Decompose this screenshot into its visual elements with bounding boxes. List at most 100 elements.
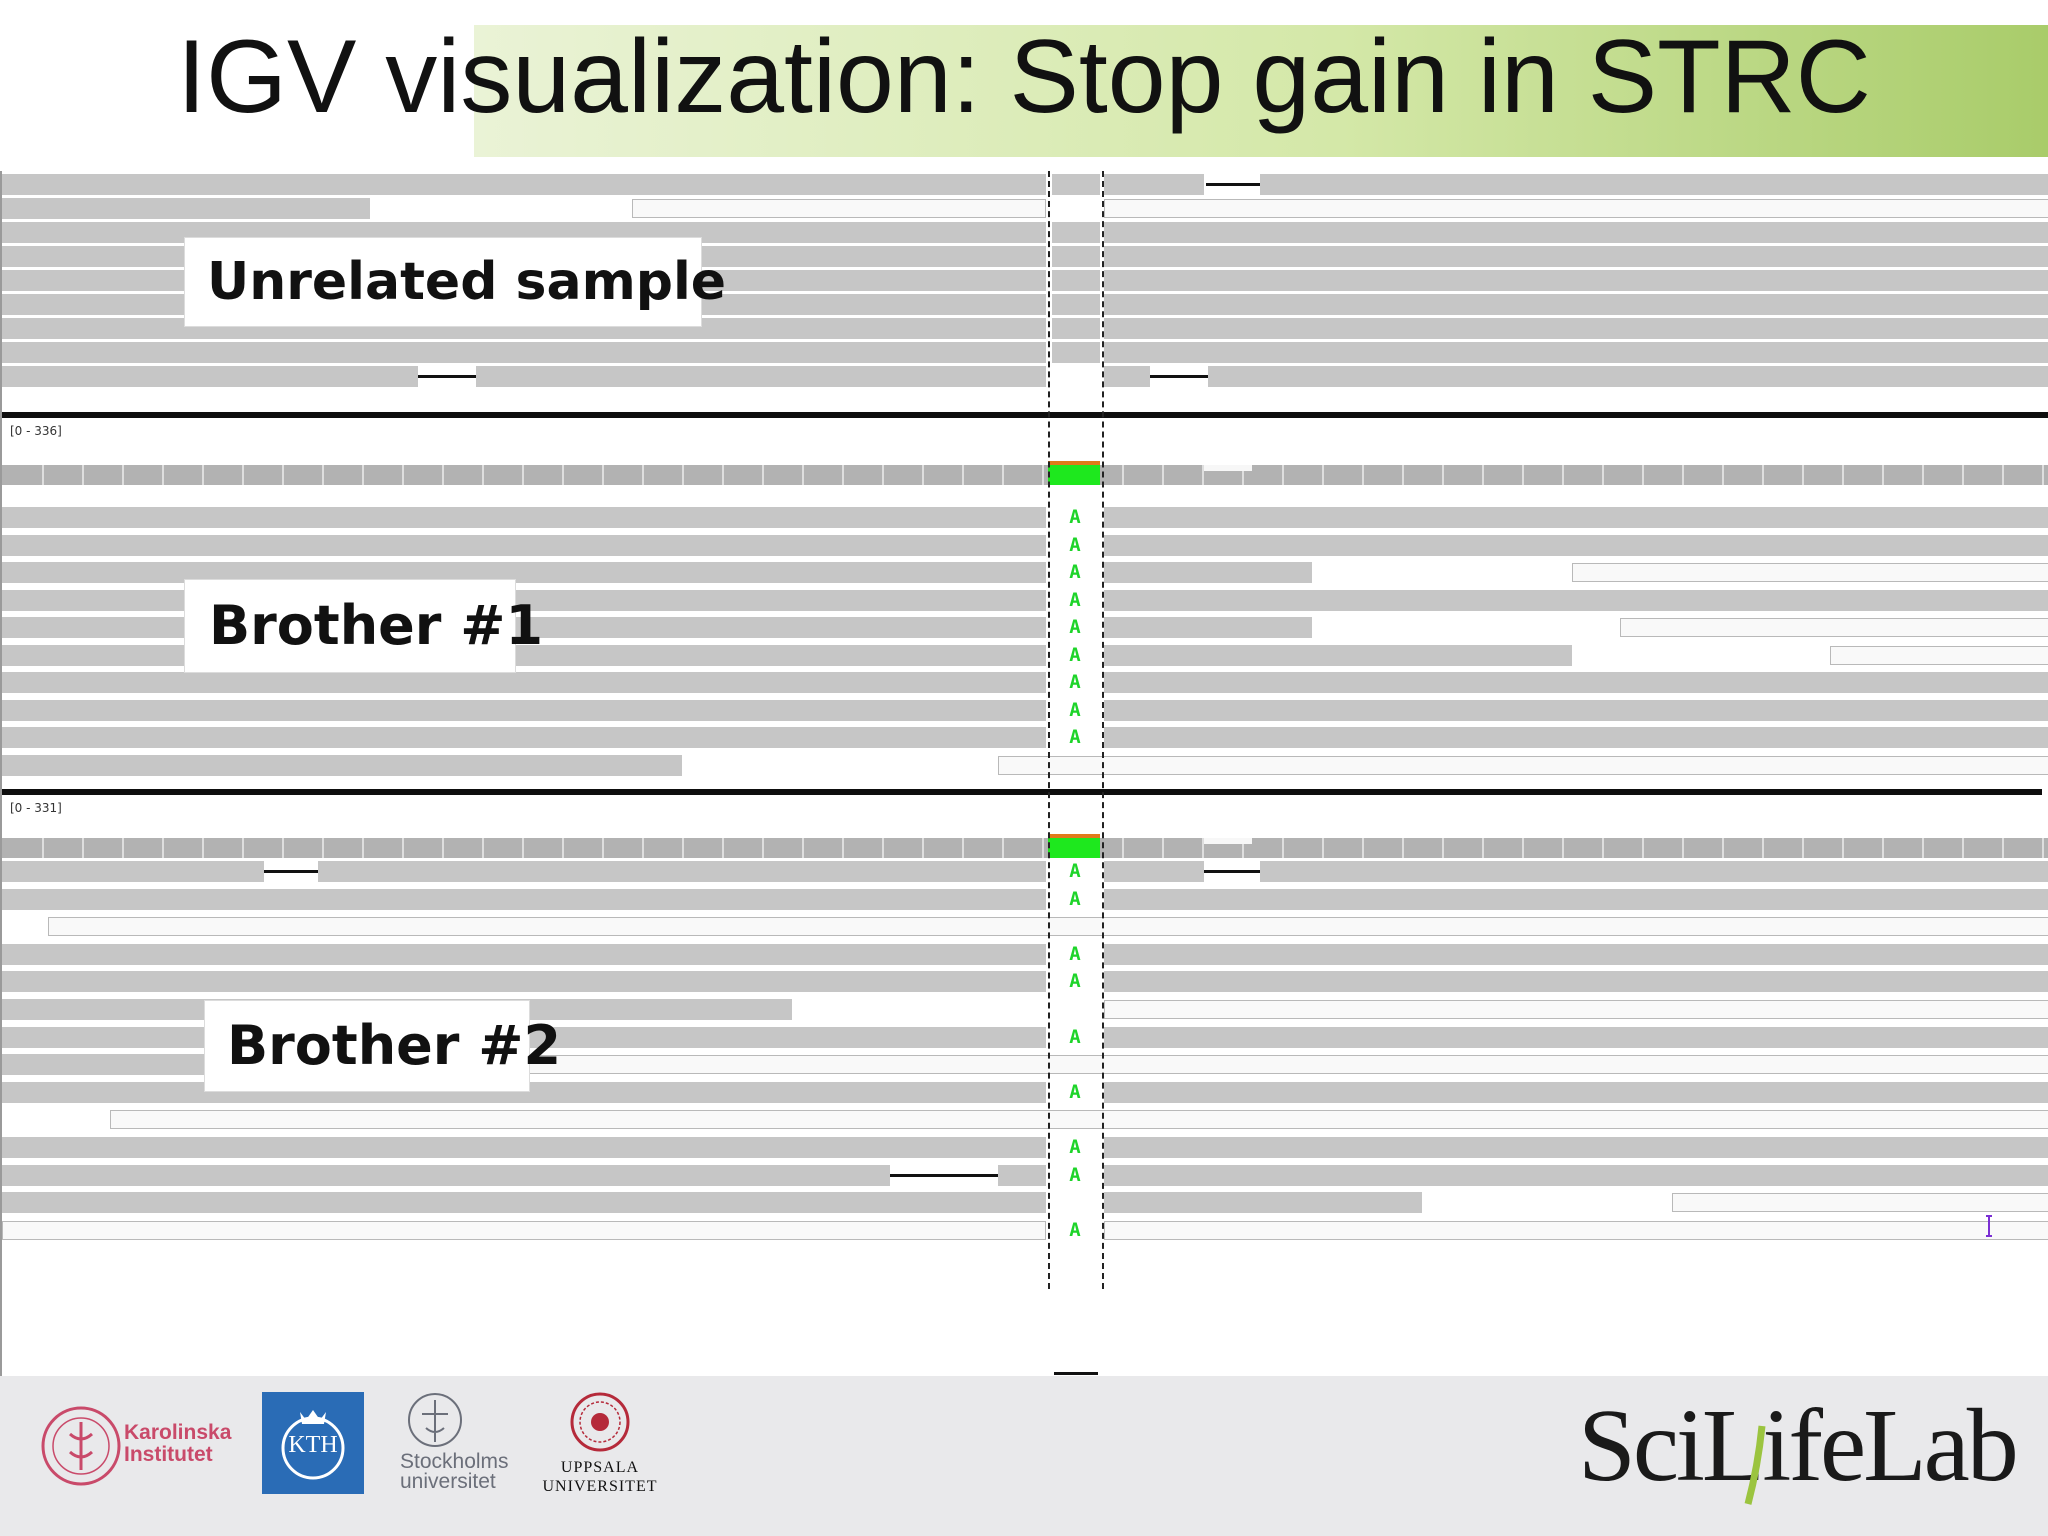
coverage-dip: [1204, 465, 1252, 471]
coverage-divider: [1802, 465, 1804, 485]
coverage-divider: [1522, 838, 1524, 858]
deletion-gap: [1150, 375, 1208, 378]
coverage-divider: [1482, 465, 1484, 485]
mismatch-base-a: A: [1069, 506, 1081, 528]
coverage-divider: [442, 465, 444, 485]
uppsala-wordmark: UPPSALA UNIVERSITET: [542, 1459, 658, 1495]
title-gradient-band: [474, 25, 2048, 157]
coverage-divider: [42, 465, 44, 485]
coverage-divider: [1282, 465, 1284, 485]
mismatch-base-a: A: [1069, 1025, 1081, 1048]
slide-title: IGV visualization: Stop gain in STRC: [177, 19, 1871, 135]
aligned-read: [1260, 861, 2048, 882]
aligned-read: [1104, 1192, 1422, 1214]
mismatch-base-a: A: [1069, 726, 1081, 748]
coverage-divider: [2042, 465, 2044, 485]
mismatch-base-a: A: [1069, 616, 1081, 638]
deletion-gap: [1204, 870, 1260, 873]
coverage-divider: [162, 838, 164, 858]
coverage-divider: [1522, 465, 1524, 485]
low-mapq-read: [1104, 199, 2048, 218]
coverage-divider: [1882, 838, 1884, 858]
aligned-read: [1052, 342, 1100, 363]
coverage-divider: [562, 465, 564, 485]
coverage-divider: [1122, 465, 1124, 485]
coverage-divider: [1482, 838, 1484, 858]
karolinska-seal-icon: [41, 1406, 121, 1486]
aligned-read: [1104, 534, 2048, 556]
low-mapq-read: [1830, 645, 2048, 665]
aligned-read: [1104, 562, 1312, 583]
mismatch-base-a: A: [1069, 1218, 1081, 1241]
aligned-read: [1104, 644, 1572, 666]
scilifelab-logo: SciLifeLab: [1578, 1386, 2019, 1516]
coverage-divider: [242, 465, 244, 485]
coverage-divider: [722, 838, 724, 858]
mismatch-base-a: A: [1069, 561, 1081, 583]
coverage-divider: [1882, 465, 1884, 485]
aligned-read: [1104, 507, 2048, 528]
stockholm-logo: Stockholms universitet: [398, 1388, 528, 1498]
aligned-read: [2, 1164, 890, 1186]
coverage-divider: [922, 465, 924, 485]
coverage-divider: [1122, 838, 1124, 858]
aligned-read: [1052, 294, 1100, 315]
coverage-divider: [1962, 838, 1964, 858]
aligned-read: [1104, 246, 2048, 267]
aligned-read: [1104, 294, 2048, 315]
coverage-divider: [1282, 838, 1284, 858]
coverage-divider: [1602, 465, 1604, 485]
low-mapq-read: [2, 1220, 1046, 1240]
aligned-read: [1104, 318, 2048, 339]
logo-footer: Karolinska Institutet KTH Stockholms uni…: [0, 1376, 2048, 1536]
aligned-read: [1104, 672, 2048, 693]
aligned-read: [1104, 861, 1204, 882]
coverage-divider: [82, 838, 84, 858]
kth-wordmark: KTH: [288, 1432, 338, 1458]
aligned-read: [2, 1192, 1046, 1214]
coverage-divider: [802, 465, 804, 485]
aligned-read: [2, 562, 1046, 583]
coverage-divider: [42, 838, 44, 858]
aligned-read: [2, 342, 1046, 363]
coverage-divider: [1322, 838, 1324, 858]
coverage-divider: [882, 838, 884, 858]
aligned-read: [1104, 1164, 2048, 1186]
aligned-read: [1104, 1081, 2048, 1103]
coverage-divider: [1162, 838, 1164, 858]
coverage-divider: [682, 465, 684, 485]
low-mapq-read: [998, 755, 2048, 775]
stockholm-wordmark: Stockholms universitet: [400, 1450, 509, 1493]
mismatch-base-a: A: [1069, 643, 1081, 666]
coverage-divider: [402, 838, 404, 858]
coverage-divider: [1442, 465, 1444, 485]
deletion-gap: [890, 1173, 998, 1177]
coverage-divider: [122, 838, 124, 858]
stockholm-crest-icon: [408, 1393, 462, 1447]
coverage-divider: [1602, 838, 1604, 858]
coverage-divider: [1842, 838, 1844, 858]
mismatch-base-a: A: [1069, 1163, 1081, 1186]
aligned-read: [2, 754, 682, 776]
coverage-divider: [1842, 465, 1844, 485]
aligned-read: [1052, 222, 1100, 243]
coverage-divider: [202, 838, 204, 858]
aligned-read: [2, 971, 1046, 993]
coverage-divider: [1642, 465, 1644, 485]
aligned-read: [1104, 222, 2048, 243]
coverage-dip: [1204, 838, 1252, 844]
uppsala-seal-icon: [570, 1392, 630, 1452]
track-label-unrelated: Unrelated sample: [184, 237, 726, 327]
coverage-bar: [2, 838, 2048, 858]
coverage-divider: [482, 838, 484, 858]
mismatch-base-a: A: [1069, 671, 1081, 693]
coverage-divider: [1202, 465, 1204, 485]
aligned-read: [2, 1137, 1046, 1158]
coverage-divider: [162, 465, 164, 485]
coverage-divider: [1042, 465, 1044, 485]
coverage-divider: [1242, 838, 1244, 858]
aligned-read: [2, 943, 1046, 965]
coverage-divider: [602, 838, 604, 858]
